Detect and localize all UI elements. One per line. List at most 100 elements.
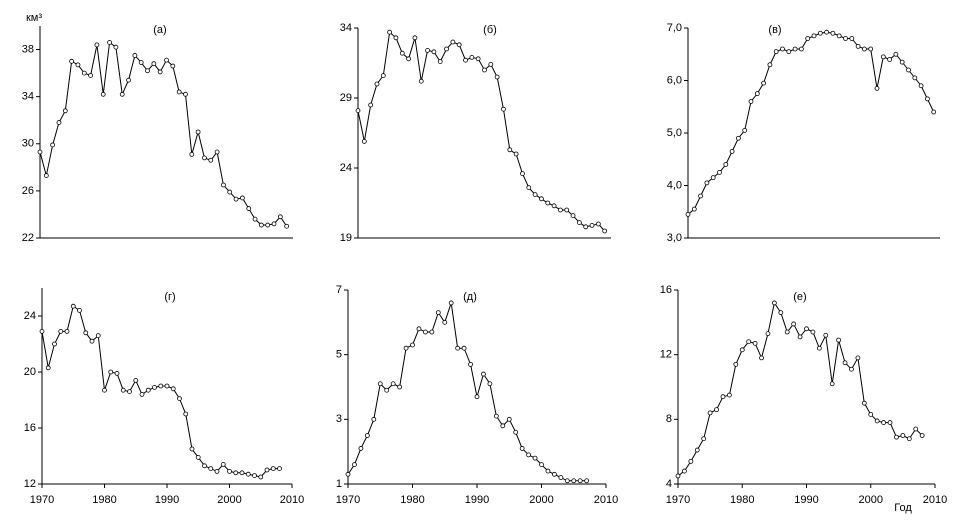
data-point (62, 108, 68, 114)
data-point (931, 109, 937, 115)
y-tick-label: 4,0 (667, 179, 682, 191)
data-point (246, 206, 252, 211)
data-point (435, 310, 441, 316)
data-point (742, 127, 748, 133)
data-point (239, 470, 245, 476)
data-point (830, 30, 836, 36)
y-tick-label: 7 (336, 284, 342, 296)
x-tick-label: 2010 (923, 494, 947, 506)
data-point (81, 70, 87, 76)
data-point (89, 338, 95, 344)
data-point (399, 50, 405, 56)
data-point (371, 416, 377, 422)
panel-title: (д) (463, 291, 477, 303)
y-tick-label: 24 (340, 162, 352, 174)
data-line (39, 41, 288, 227)
y-tick-label: 5,0 (667, 127, 682, 139)
data-point (784, 329, 790, 335)
data-point (221, 182, 226, 188)
data-point (558, 207, 563, 213)
data-point (271, 221, 277, 227)
data-point (710, 175, 716, 181)
x-tick-label: 1990 (155, 494, 179, 506)
data-point (576, 220, 582, 226)
y-tick-label: 4 (666, 478, 672, 490)
data-point (771, 300, 777, 306)
data-point (227, 468, 232, 474)
data-point (487, 381, 493, 387)
y-tick-label: 1 (336, 478, 342, 490)
data-point (792, 46, 798, 52)
data-line (687, 31, 935, 215)
data-point (58, 328, 64, 334)
y-tick-label: 29 (340, 92, 352, 104)
data-point (571, 478, 577, 484)
data-point (448, 300, 454, 306)
data-point (258, 222, 264, 228)
data-point (220, 461, 226, 467)
data-point (824, 29, 829, 35)
panel-title: (в) (768, 24, 781, 36)
data-point (170, 63, 176, 69)
data-point (868, 46, 874, 52)
data-point (849, 36, 855, 41)
data-point (264, 467, 270, 473)
data-point (773, 49, 779, 55)
data-point (152, 384, 157, 390)
x-tick-label: 1970 (336, 494, 360, 506)
data-point (56, 120, 62, 125)
data-point (539, 462, 544, 468)
data-point (176, 89, 182, 95)
data-point (532, 192, 538, 198)
data-point (736, 135, 741, 141)
data-point (120, 387, 126, 393)
data-point (277, 466, 282, 472)
data-point (874, 85, 880, 91)
data-point (239, 195, 245, 201)
data-point (102, 387, 107, 393)
data-point (720, 394, 726, 400)
data-point (393, 35, 399, 41)
data-point (119, 91, 125, 97)
data-point (233, 470, 239, 476)
y-tick-label: 3,0 (667, 232, 682, 244)
data-point (70, 303, 76, 309)
data-point (69, 58, 75, 64)
data-point (912, 75, 918, 81)
x-tick-label: 2010 (280, 494, 304, 506)
data-point (513, 151, 519, 157)
x-tick-label: 1990 (794, 494, 818, 506)
data-point (345, 471, 351, 477)
data-point (170, 386, 176, 392)
data-point (893, 51, 899, 57)
data-point (126, 77, 131, 83)
data-point (887, 57, 892, 62)
data-point (817, 30, 823, 36)
data-point (727, 392, 732, 398)
data-line (357, 31, 606, 232)
data-point (685, 211, 691, 217)
data-point (918, 83, 924, 89)
x-tick-label: 1990 (465, 494, 489, 506)
data-point (761, 80, 766, 86)
data-point (227, 189, 233, 195)
data-point (127, 389, 132, 395)
data-point (694, 447, 700, 453)
data-point (506, 416, 512, 422)
panel-title: (а) (153, 24, 166, 36)
data-point (595, 221, 601, 227)
data-point (463, 57, 468, 63)
data-point (138, 60, 144, 65)
data-point (390, 381, 396, 387)
data-point (564, 478, 570, 484)
data-point (475, 56, 481, 62)
data-point (520, 171, 525, 177)
y-tick-label: 24 (24, 310, 36, 322)
data-point (791, 321, 797, 327)
data-point (364, 433, 370, 438)
y-tick-label: 3 (336, 413, 342, 425)
data-point (64, 328, 70, 334)
data-point (811, 33, 817, 39)
data-point (270, 466, 276, 472)
data-point (397, 384, 403, 390)
